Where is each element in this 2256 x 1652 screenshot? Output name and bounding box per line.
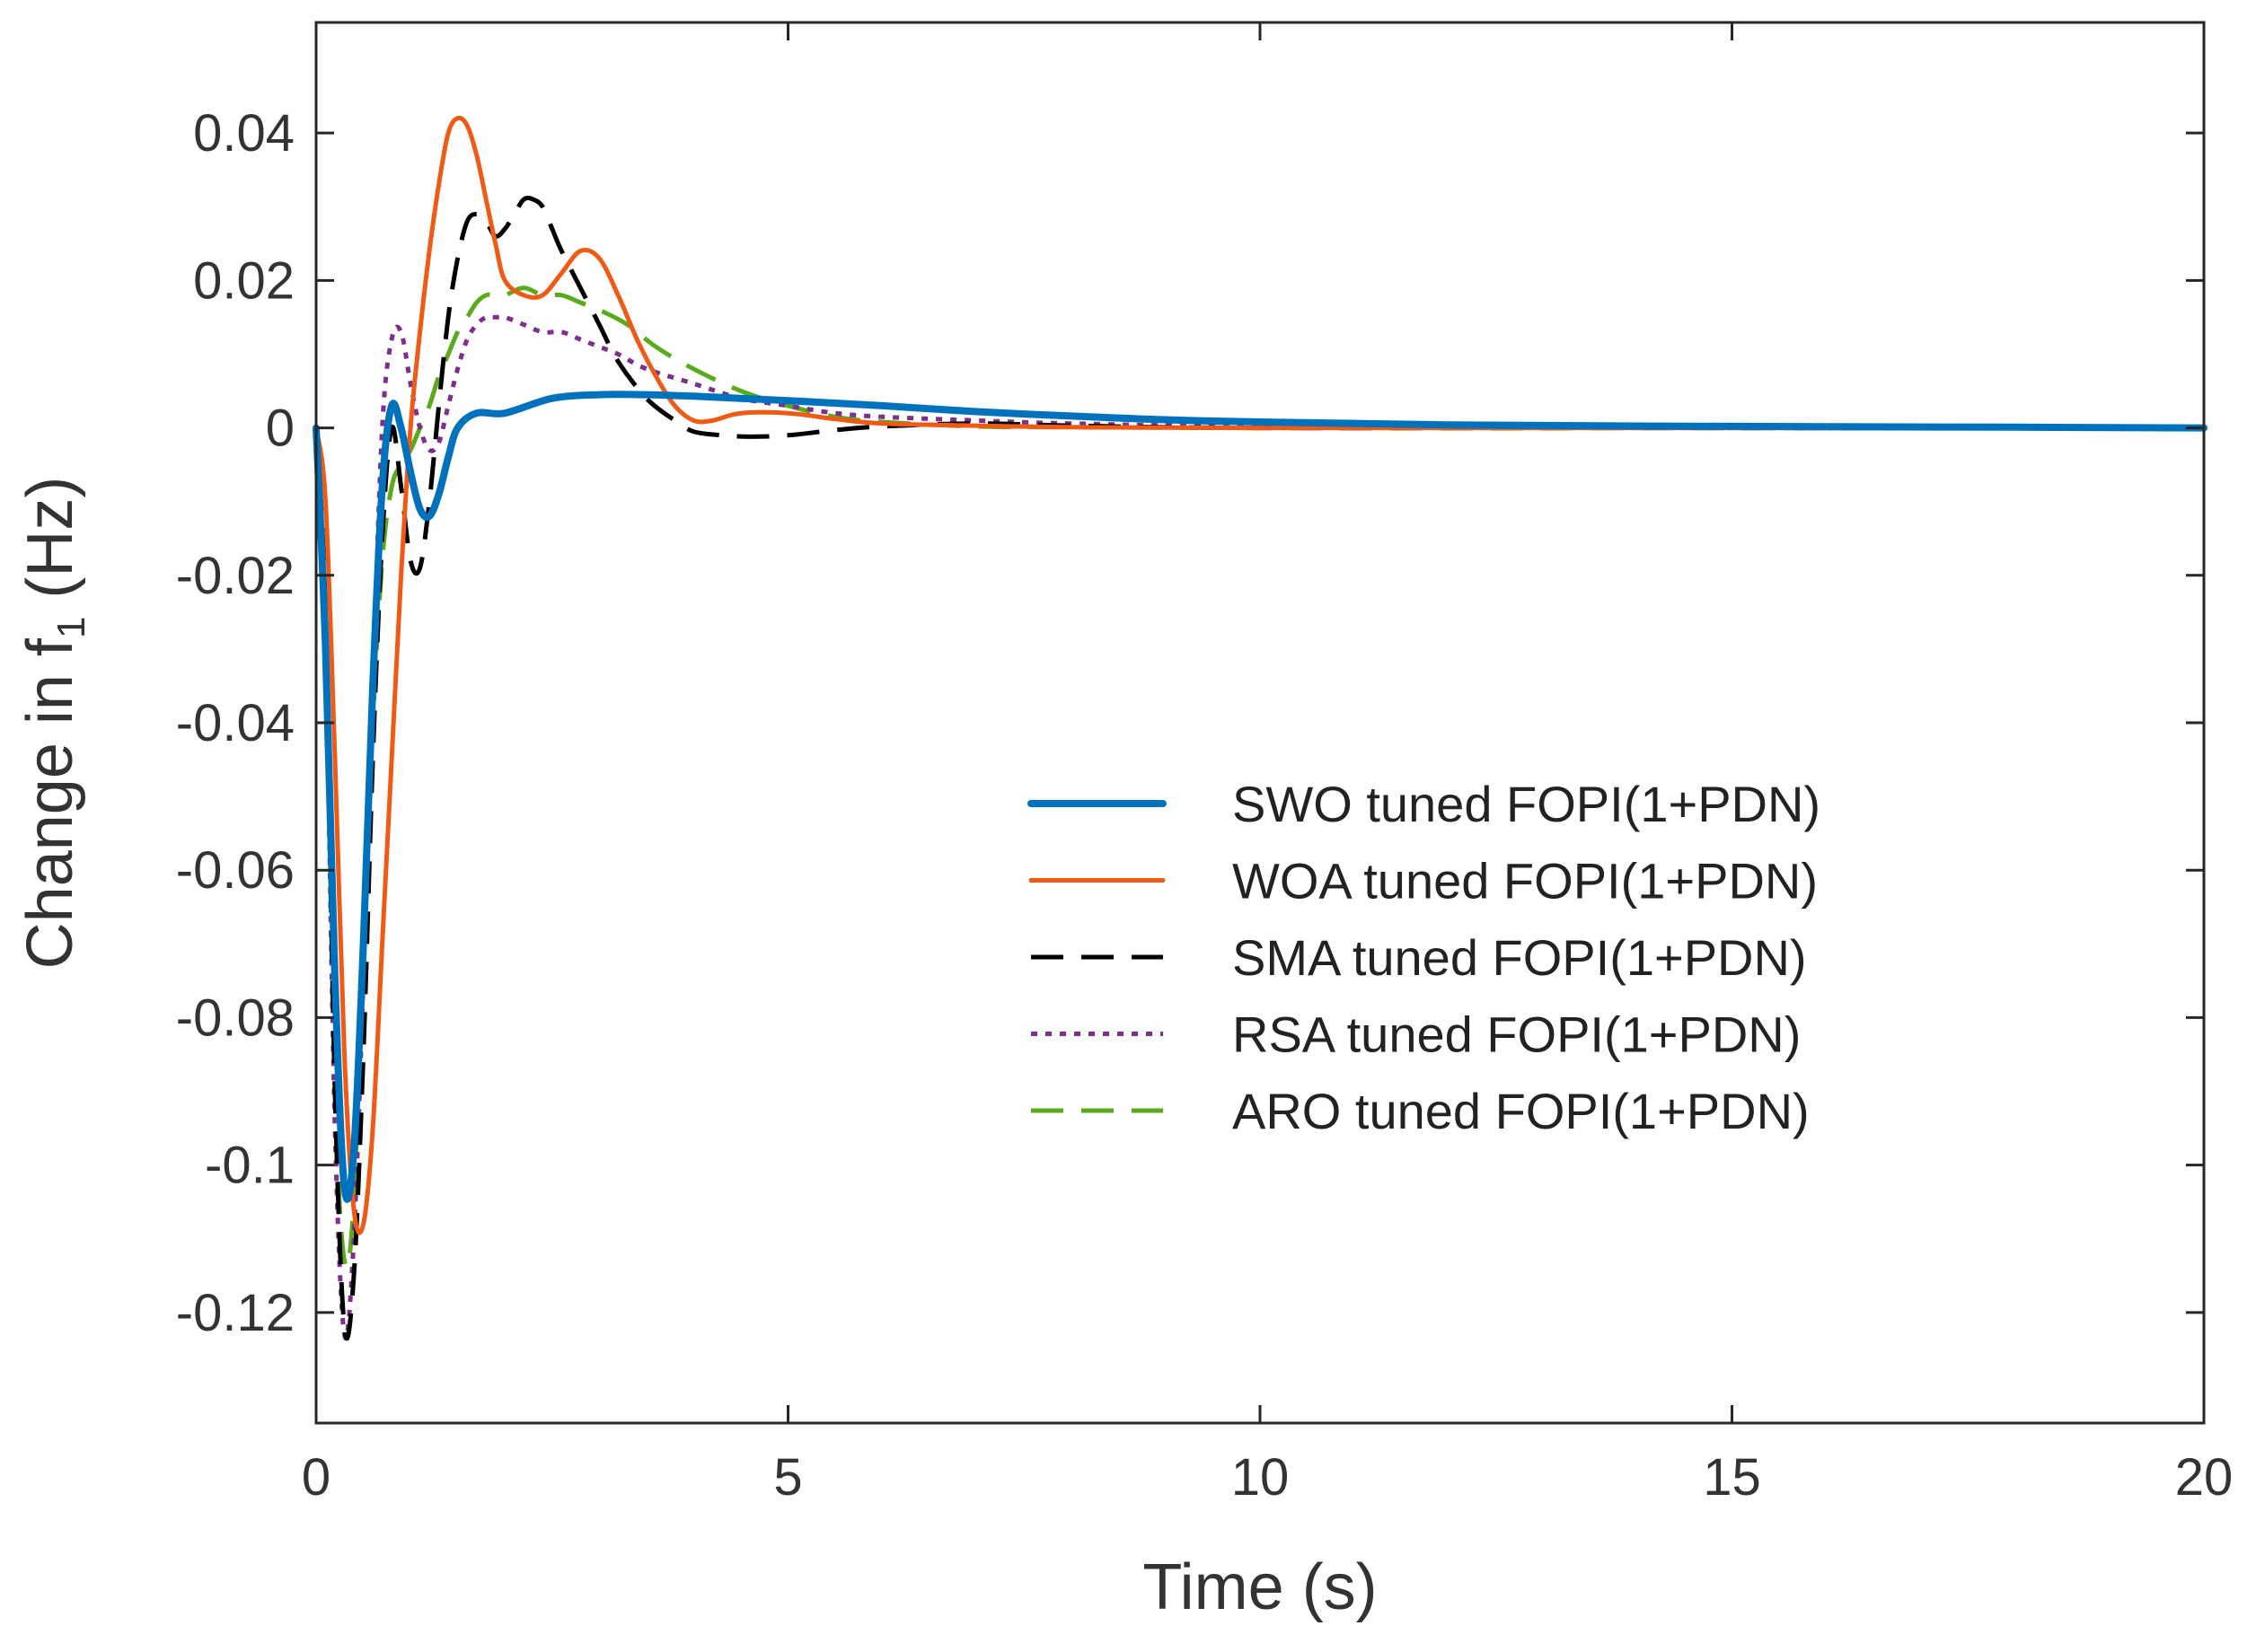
x-tick-label: 20 (2175, 1448, 2234, 1507)
x-axis-title: Time (s) (1142, 1551, 1377, 1623)
legend-label-aro: ARO tuned FOPI(1+PDN) (1232, 1083, 1810, 1139)
legend-label-swo: SWO tuned FOPI(1+PDN) (1232, 776, 1820, 832)
ticks-layer: 0 5 10 15 20 0.04 0.02 0 -0.02 -0.04 -0.06 -0.08 -0.… (176, 22, 2233, 1507)
legend-label-rsa: RSA tuned FOPI(1+PDN) (1232, 1006, 1801, 1063)
y-tick-label: 0.02 (193, 251, 295, 310)
y-axis-title-unit: (Hz) (14, 477, 86, 617)
y-axis-title-main: Change in f (14, 637, 86, 969)
y-tick-label: -0.1 (205, 1137, 295, 1195)
x-tick-label: 10 (1231, 1448, 1290, 1507)
x-tick-label: 15 (1703, 1448, 1761, 1507)
y-axis-title: Change in f1 (Hz) (14, 477, 93, 970)
y-tick-label: 0.04 (193, 104, 295, 163)
series-line-woa (313, 115, 2207, 1235)
y-tick-label: -0.02 (176, 547, 295, 605)
y-tick-label: -0.04 (176, 694, 295, 752)
series-line-swo (313, 391, 2208, 1203)
legend: SWO tuned FOPI(1+PDN) WOA tuned FOPI(1+PD… (1027, 776, 1820, 1139)
legend-label-woa: WOA tuned FOPI(1+PDN) (1232, 853, 1818, 909)
y-tick-label: 0 (266, 400, 295, 458)
y-tick-label: -0.12 (176, 1284, 295, 1342)
y-tick-label: -0.08 (176, 989, 295, 1047)
x-tick-label: 0 (302, 1448, 330, 1507)
series-layer (313, 115, 2208, 1341)
legend-label-sma: SMA tuned FOPI(1+PDN) (1232, 929, 1807, 986)
x-tick-label: 5 (773, 1448, 802, 1507)
y-axis-title-subscript: 1 (49, 617, 93, 638)
y-tick-label: -0.06 (176, 841, 295, 900)
